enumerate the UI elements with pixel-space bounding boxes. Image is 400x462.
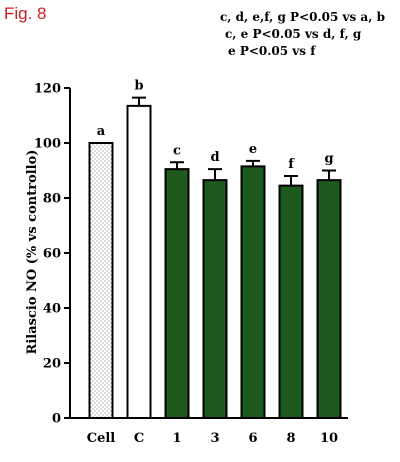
bar-3 [202,179,228,419]
x-tick-label: 1 [172,431,181,446]
x-tick-label: 8 [286,431,295,446]
y-tick-label: 40 [43,302,61,317]
y-tick-label: 120 [34,82,61,97]
bars [88,104,342,419]
significance-letter: g [324,152,333,167]
x-tick-label: 10 [320,431,338,446]
significance-letter: f [288,157,295,172]
bar-8 [278,184,304,419]
y-tick-label: 20 [43,357,61,372]
x-tick-label: Cell [87,431,116,446]
y-axis: 0 20 40 60 80 100 120 [34,82,71,427]
error-bars [132,96,336,186]
x-axis: Cell C 1 3 6 8 10 [70,417,348,446]
y-tick-label: 0 [52,412,61,427]
significance-letter: a [97,124,106,139]
significance-letter: c [173,143,181,158]
x-tick-label: 6 [248,431,257,446]
bar-c [126,104,152,419]
significance-note-3: e P<0.05 vs f [228,44,316,58]
y-axis-label: Rilascio NO (% vs controllo) [25,150,40,355]
significance-letter: d [210,150,219,165]
y-tick-label: 80 [43,192,61,207]
x-tick-label: C [134,431,144,446]
x-tick-label: 3 [210,431,219,446]
significance-note-2: c, e P<0.05 vs d, f, g [225,27,362,41]
significance-letter: e [249,142,257,157]
significance-letter: b [134,79,143,94]
bar-1 [164,168,190,419]
bar-6 [240,165,266,419]
y-tick-label: 60 [43,247,61,262]
bar-10 [316,179,342,419]
bar-cell [88,142,114,419]
significance-letters: a b c d e f g [97,79,334,172]
figure-label: Fig. 8 [4,4,47,23]
y-tick-label: 100 [34,137,61,152]
significance-note-1: c, d, e,f, g P<0.05 vs a, b [220,10,385,24]
